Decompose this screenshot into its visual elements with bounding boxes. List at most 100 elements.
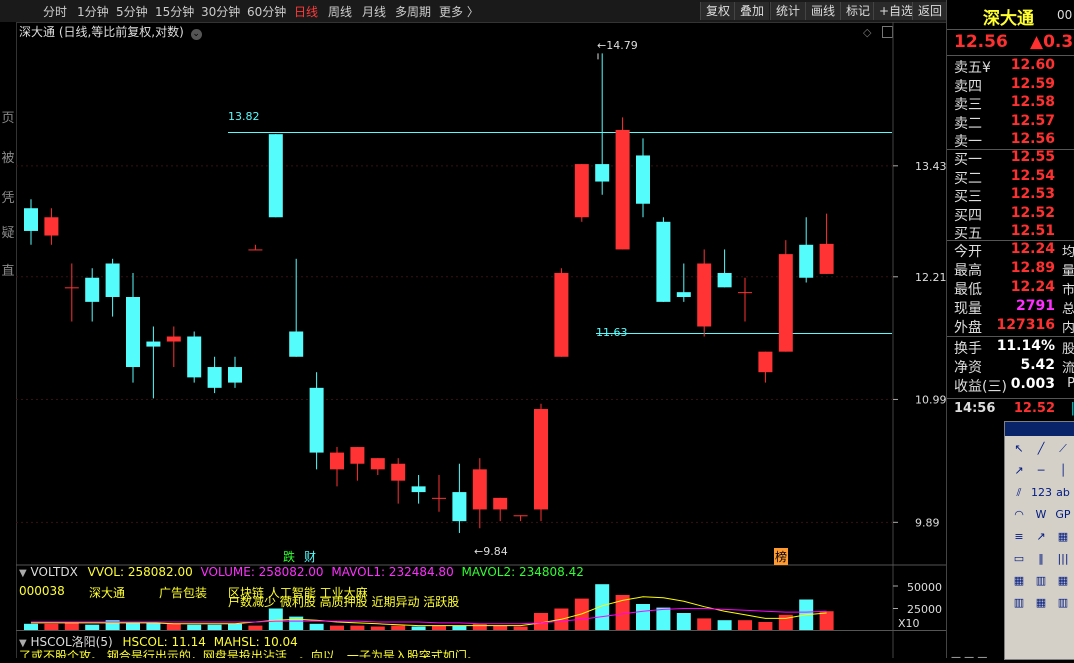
volume-bar [493,625,508,631]
reference-lines [228,53,892,334]
stat-6[interactable]: 净资 5.42 流 [947,357,1074,376]
volume-indicator-name[interactable]: VOLTDX [30,565,78,579]
add-watchlist-button[interactable]: +自选 [873,2,919,20]
pattern-tool-icon[interactable]: ▥ [1013,596,1025,609]
overlay-button[interactable]: 叠加 [734,2,770,20]
diamond-icon[interactable]: ◇ [863,26,872,39]
candle [574,164,589,222]
period-multi[interactable]: 多周期 [395,5,432,19]
candle [738,277,752,322]
candle [778,240,793,352]
period-daily[interactable]: 日线 [294,5,319,19]
quote-row-value: 12.58 [1010,94,1055,110]
stat-0[interactable]: 今开 12.24 均 [947,241,1074,260]
volume-bar [513,626,528,631]
tick-price: 12.52 [1013,401,1055,416]
chart-grid [16,22,894,658]
channel-icon[interactable]: ⫽ [1016,486,1022,499]
stat-7[interactable]: 收益(三) 0.003 P [947,376,1074,395]
period-5min[interactable]: 5分钟 [116,5,148,19]
cycle-icon[interactable]: ‖ [1038,552,1044,565]
hline-icon[interactable]: ─ [1037,464,1045,477]
hscol-value: HSCOL: 11.14 [122,635,206,649]
bid-level-1[interactable]: 买一 12.55 [947,149,1074,168]
kline-chart[interactable]: 13.43 12.21 10.99 9.89 [16,22,946,658]
chevron-down-icon[interactable]: ▼ [19,568,27,579]
hscol-indicator-name[interactable]: HSCOL洛阳(5) [30,635,113,649]
ask-level-3[interactable]: 卖三 12.58 [947,94,1074,113]
period-more[interactable]: 更多 〉 [439,5,479,19]
draw-line-button[interactable]: 画线 [805,2,841,20]
period-intraday[interactable]: 分时 [43,5,68,19]
candle [146,326,161,399]
candle [819,213,834,274]
volume-bar [187,624,202,631]
quote-code: 00 [1057,8,1073,22]
quote-row-label: 买二 [954,170,982,187]
arrow-icon[interactable]: ↗ [1036,530,1046,543]
volume-bar [248,625,263,631]
chevron-down-icon[interactable]: ▼ [19,638,27,649]
quote-row-value: 12.52 [1010,204,1055,221]
period-15min[interactable]: 15分钟 [155,5,195,19]
ask-level-2[interactable]: 卖二 12.57 [947,113,1074,132]
period-monthly[interactable]: 月线 [362,5,387,19]
gann-icon[interactable]: GP [1055,508,1071,521]
pattern-tool-icon[interactable]: ▦ [1035,596,1047,609]
bid-level-5[interactable]: 买五 12.51 [947,223,1074,242]
stat-5[interactable]: 换手 11.14% 股 [947,338,1074,357]
fib-icon[interactable]: ab [1056,486,1070,499]
pattern-tool-icon[interactable]: ▦ [1013,574,1025,587]
period-weekly[interactable]: 周线 [328,5,353,19]
segment-icon[interactable]: ⟋ [1059,442,1067,455]
candle-body [126,297,140,368]
bid-level-3[interactable]: 买三 12.53 [947,186,1074,205]
period-1min[interactable]: 1分钟 [77,5,109,19]
text-icon[interactable]: ≡ [1014,530,1024,543]
candle-body [64,287,79,289]
wave-icon[interactable]: W [1035,508,1047,521]
stat-2[interactable]: 最低 12.24 市 [947,279,1074,298]
pattern-tool-icon[interactable]: ▦ [1057,574,1069,587]
candle [309,372,324,470]
bar-icon[interactable]: ||| [1057,552,1069,565]
vline-icon[interactable]: │ [1059,464,1067,477]
period-30min[interactable]: 30分钟 [201,5,241,19]
percent-icon[interactable]: 123 [1031,486,1052,499]
volume-panel-chart [16,564,946,631]
pattern-tool-icon[interactable]: ▥ [1035,574,1047,587]
quote-row-value: 5.42 [1020,357,1055,373]
chevron-down-icon[interactable]: ⌄ [190,29,202,40]
ray-icon[interactable]: ↗ [1014,464,1024,477]
back-button[interactable]: 返回 [912,2,948,20]
period-60min[interactable]: 60分钟 [247,5,287,19]
palette-titlebar[interactable] [1005,422,1074,436]
volume-bar [595,584,610,631]
marker-finance[interactable]: 财 [304,550,317,564]
stat-3[interactable]: 现量 2791 总 [947,298,1074,317]
line-icon[interactable]: ╱ [1037,442,1045,455]
restore-rights-button[interactable]: 复权 [700,2,736,20]
mavol2-line [31,608,827,625]
ask-level-5[interactable]: 卖五¥ 12.60 [947,57,1074,76]
marker-list[interactable]: 榜 [774,548,789,565]
pattern-tool-icon[interactable]: ▥ [1057,596,1069,609]
stat-1[interactable]: 最高 12.89 量 [947,260,1074,279]
price-label: 10.99 [915,393,946,406]
ask-level-1[interactable]: 卖一 12.56 [947,131,1074,150]
bid-level-4[interactable]: 买四 12.52 [947,204,1074,224]
arc-icon[interactable]: ◠ [1014,508,1024,521]
grid-icon[interactable]: ▦ [1057,530,1069,543]
volume-bar [472,623,487,631]
ask-level-4[interactable]: 卖四 12.59 [947,76,1074,95]
statistics-button[interactable]: 统计 [770,2,806,20]
box-icon[interactable]: ▭ [1013,552,1025,565]
stat-4[interactable]: 外盘 127316 内 [947,317,1074,336]
quote-row-value: 12.51 [1010,223,1055,239]
quote-row-value: 12.56 [1010,131,1055,147]
mark-button[interactable]: 标记 [840,2,876,20]
cursor-icon[interactable]: ↖ [1014,442,1024,455]
marker-fall[interactable]: 跌 [283,550,296,564]
candle [534,403,548,522]
bid-level-2[interactable]: 买二 12.54 [947,168,1074,187]
